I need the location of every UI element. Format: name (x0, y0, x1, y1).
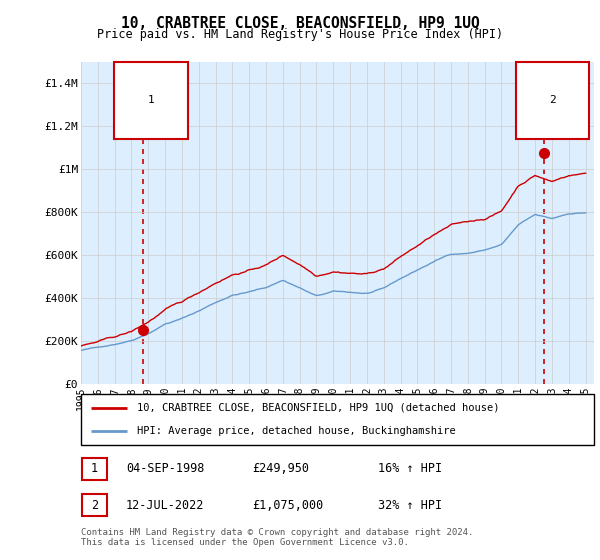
Text: 1: 1 (91, 463, 98, 475)
Text: 04-SEP-1998: 04-SEP-1998 (126, 463, 205, 475)
Text: 16% ↑ HPI: 16% ↑ HPI (378, 463, 442, 475)
Text: 32% ↑ HPI: 32% ↑ HPI (378, 499, 442, 512)
Text: 10, CRABTREE CLOSE, BEACONSFIELD, HP9 1UQ: 10, CRABTREE CLOSE, BEACONSFIELD, HP9 1U… (121, 16, 479, 31)
Text: £249,950: £249,950 (252, 463, 309, 475)
Text: 12-JUL-2022: 12-JUL-2022 (126, 499, 205, 512)
Text: Price paid vs. HM Land Registry's House Price Index (HPI): Price paid vs. HM Land Registry's House … (97, 28, 503, 41)
Text: HPI: Average price, detached house, Buckinghamshire: HPI: Average price, detached house, Buck… (137, 426, 456, 436)
Text: 10, CRABTREE CLOSE, BEACONSFIELD, HP9 1UQ (detached house): 10, CRABTREE CLOSE, BEACONSFIELD, HP9 1U… (137, 403, 500, 413)
Text: 2: 2 (91, 499, 98, 512)
Text: 1: 1 (148, 95, 155, 105)
Text: 2: 2 (549, 95, 556, 105)
Text: £1,075,000: £1,075,000 (252, 499, 323, 512)
Text: Contains HM Land Registry data © Crown copyright and database right 2024.
This d: Contains HM Land Registry data © Crown c… (81, 528, 473, 548)
